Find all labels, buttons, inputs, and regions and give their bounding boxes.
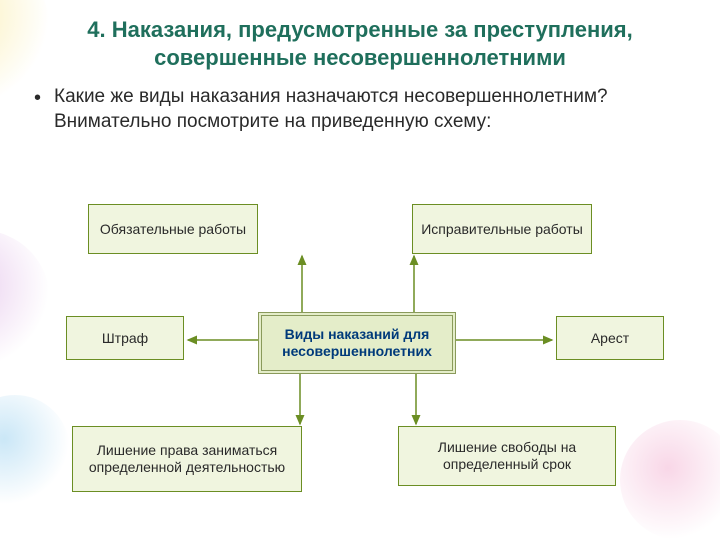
diagram-node: Лишение права заниматься определенной де… [72,426,302,492]
diagram-node: Исправительные работы [412,204,592,254]
diagram-node: Лишение свободы на определенный срок [398,426,616,486]
diagram-node: Арест [556,316,664,360]
diagram-area: Виды наказаний для несовершеннолетних Об… [0,200,720,530]
diagram-node: Штраф [66,316,184,360]
intro-text: Какие же виды наказания назначаются несо… [0,79,720,134]
diagram-node: Обязательные работы [88,204,258,254]
page-title: 4. Наказания, предусмотренные за преступ… [0,0,720,79]
center-node: Виды наказаний для несовершеннолетних [258,312,456,374]
